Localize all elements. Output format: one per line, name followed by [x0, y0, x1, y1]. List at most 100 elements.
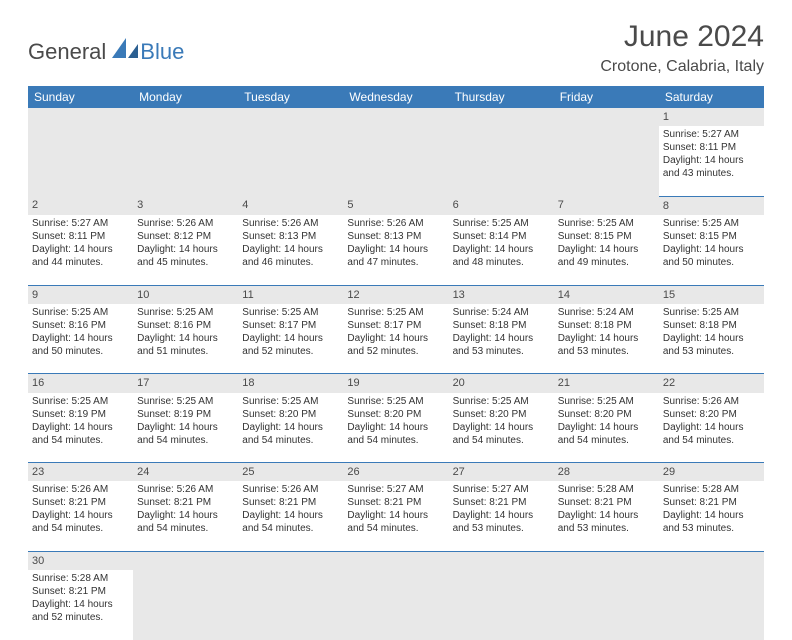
daylight-text-1: Daylight: 14 hours [453, 332, 550, 345]
sunset-text: Sunset: 8:21 PM [558, 496, 655, 509]
day-content-cell: Sunrise: 5:26 AMSunset: 8:20 PMDaylight:… [659, 393, 764, 463]
day-number-cell: 5 [343, 196, 448, 215]
day-content-cell: Sunrise: 5:25 AMSunset: 8:17 PMDaylight:… [343, 304, 448, 374]
content-row: Sunrise: 5:25 AMSunset: 8:19 PMDaylight:… [28, 393, 764, 463]
header: General Blue June 2024 Crotone, Calabria… [28, 20, 764, 82]
day-content-cell: Sunrise: 5:25 AMSunset: 8:20 PMDaylight:… [238, 393, 343, 463]
weekday-header: Monday [133, 86, 238, 108]
day-number-cell [238, 551, 343, 570]
day-content-cell [238, 126, 343, 196]
daynum-row: 30 [28, 551, 764, 570]
daylight-text-2: and 54 minutes. [32, 522, 129, 535]
sunrise-text: Sunrise: 5:25 AM [453, 217, 550, 230]
day-number-cell: 27 [449, 463, 554, 482]
sunset-text: Sunset: 8:13 PM [347, 230, 444, 243]
daylight-text-2: and 54 minutes. [242, 434, 339, 447]
daylight-text-2: and 54 minutes. [663, 434, 760, 447]
daynum-row: 23242526272829 [28, 463, 764, 482]
daylight-text-1: Daylight: 14 hours [663, 154, 760, 167]
daylight-text-2: and 51 minutes. [137, 345, 234, 358]
day-content-cell: Sunrise: 5:25 AMSunset: 8:20 PMDaylight:… [554, 393, 659, 463]
day-number-cell: 9 [28, 285, 133, 304]
daylight-text-2: and 54 minutes. [347, 522, 444, 535]
daylight-text-1: Daylight: 14 hours [32, 421, 129, 434]
daylight-text-2: and 54 minutes. [453, 434, 550, 447]
daylight-text-2: and 54 minutes. [137, 434, 234, 447]
day-content-cell: Sunrise: 5:25 AMSunset: 8:18 PMDaylight:… [659, 304, 764, 374]
day-content-cell [133, 126, 238, 196]
day-number-cell [28, 108, 133, 126]
day-content-cell: Sunrise: 5:25 AMSunset: 8:19 PMDaylight:… [133, 393, 238, 463]
day-number-cell: 3 [133, 196, 238, 215]
content-row: Sunrise: 5:27 AMSunset: 8:11 PMDaylight:… [28, 215, 764, 285]
sunrise-text: Sunrise: 5:25 AM [137, 306, 234, 319]
daylight-text-1: Daylight: 14 hours [663, 243, 760, 256]
sunset-text: Sunset: 8:20 PM [242, 408, 339, 421]
sunset-text: Sunset: 8:21 PM [137, 496, 234, 509]
daylight-text-1: Daylight: 14 hours [137, 332, 234, 345]
day-content-cell: Sunrise: 5:25 AMSunset: 8:16 PMDaylight:… [28, 304, 133, 374]
sunrise-text: Sunrise: 5:27 AM [663, 128, 760, 141]
sunrise-text: Sunrise: 5:25 AM [347, 306, 444, 319]
weekday-header-row: Sunday Monday Tuesday Wednesday Thursday… [28, 86, 764, 108]
daynum-row: 9101112131415 [28, 285, 764, 304]
weekday-header: Sunday [28, 86, 133, 108]
daylight-text-1: Daylight: 14 hours [347, 332, 444, 345]
sunrise-text: Sunrise: 5:28 AM [558, 483, 655, 496]
sunset-text: Sunset: 8:21 PM [32, 585, 129, 598]
daylight-text-2: and 53 minutes. [453, 522, 550, 535]
day-content-cell: Sunrise: 5:25 AMSunset: 8:14 PMDaylight:… [449, 215, 554, 285]
sunset-text: Sunset: 8:13 PM [242, 230, 339, 243]
daylight-text-2: and 53 minutes. [558, 522, 655, 535]
content-row: Sunrise: 5:28 AMSunset: 8:21 PMDaylight:… [28, 570, 764, 640]
daylight-text-1: Daylight: 14 hours [32, 509, 129, 522]
day-number-cell: 17 [133, 374, 238, 393]
content-row: Sunrise: 5:27 AMSunset: 8:11 PMDaylight:… [28, 126, 764, 196]
sunset-text: Sunset: 8:18 PM [663, 319, 760, 332]
day-content-cell: Sunrise: 5:26 AMSunset: 8:12 PMDaylight:… [133, 215, 238, 285]
daylight-text-1: Daylight: 14 hours [242, 421, 339, 434]
weekday-header: Saturday [659, 86, 764, 108]
day-number-cell [554, 108, 659, 126]
day-number-cell: 18 [238, 374, 343, 393]
daylight-text-1: Daylight: 14 hours [32, 243, 129, 256]
daylight-text-1: Daylight: 14 hours [663, 509, 760, 522]
sunset-text: Sunset: 8:20 PM [663, 408, 760, 421]
weekday-header: Friday [554, 86, 659, 108]
sunset-text: Sunset: 8:17 PM [347, 319, 444, 332]
daylight-text-2: and 46 minutes. [242, 256, 339, 269]
daylight-text-1: Daylight: 14 hours [663, 332, 760, 345]
brand-part2: Blue [140, 39, 184, 65]
sunset-text: Sunset: 8:17 PM [242, 319, 339, 332]
day-number-cell [343, 551, 448, 570]
sunrise-text: Sunrise: 5:26 AM [32, 483, 129, 496]
daynum-row: 2345678 [28, 196, 764, 215]
day-number-cell: 13 [449, 285, 554, 304]
day-content-cell: Sunrise: 5:27 AMSunset: 8:11 PMDaylight:… [28, 215, 133, 285]
sunrise-text: Sunrise: 5:26 AM [242, 483, 339, 496]
daylight-text-2: and 53 minutes. [453, 345, 550, 358]
day-content-cell: Sunrise: 5:28 AMSunset: 8:21 PMDaylight:… [554, 481, 659, 551]
sunset-text: Sunset: 8:21 PM [347, 496, 444, 509]
daylight-text-2: and 53 minutes. [663, 522, 760, 535]
daylight-text-1: Daylight: 14 hours [137, 243, 234, 256]
sunset-text: Sunset: 8:18 PM [558, 319, 655, 332]
day-number-cell [343, 108, 448, 126]
day-number-cell: 14 [554, 285, 659, 304]
daylight-text-1: Daylight: 14 hours [558, 509, 655, 522]
sunset-text: Sunset: 8:14 PM [453, 230, 550, 243]
sunrise-text: Sunrise: 5:25 AM [347, 395, 444, 408]
day-number-cell: 28 [554, 463, 659, 482]
day-content-cell: Sunrise: 5:24 AMSunset: 8:18 PMDaylight:… [554, 304, 659, 374]
daylight-text-2: and 50 minutes. [32, 345, 129, 358]
sunrise-text: Sunrise: 5:26 AM [137, 217, 234, 230]
day-content-cell [449, 126, 554, 196]
sunrise-text: Sunrise: 5:25 AM [32, 395, 129, 408]
daylight-text-2: and 44 minutes. [32, 256, 129, 269]
day-content-cell [449, 570, 554, 640]
sunrise-text: Sunrise: 5:24 AM [453, 306, 550, 319]
sunrise-text: Sunrise: 5:25 AM [32, 306, 129, 319]
day-content-cell: Sunrise: 5:26 AMSunset: 8:13 PMDaylight:… [343, 215, 448, 285]
daylight-text-1: Daylight: 14 hours [242, 243, 339, 256]
sunset-text: Sunset: 8:12 PM [137, 230, 234, 243]
